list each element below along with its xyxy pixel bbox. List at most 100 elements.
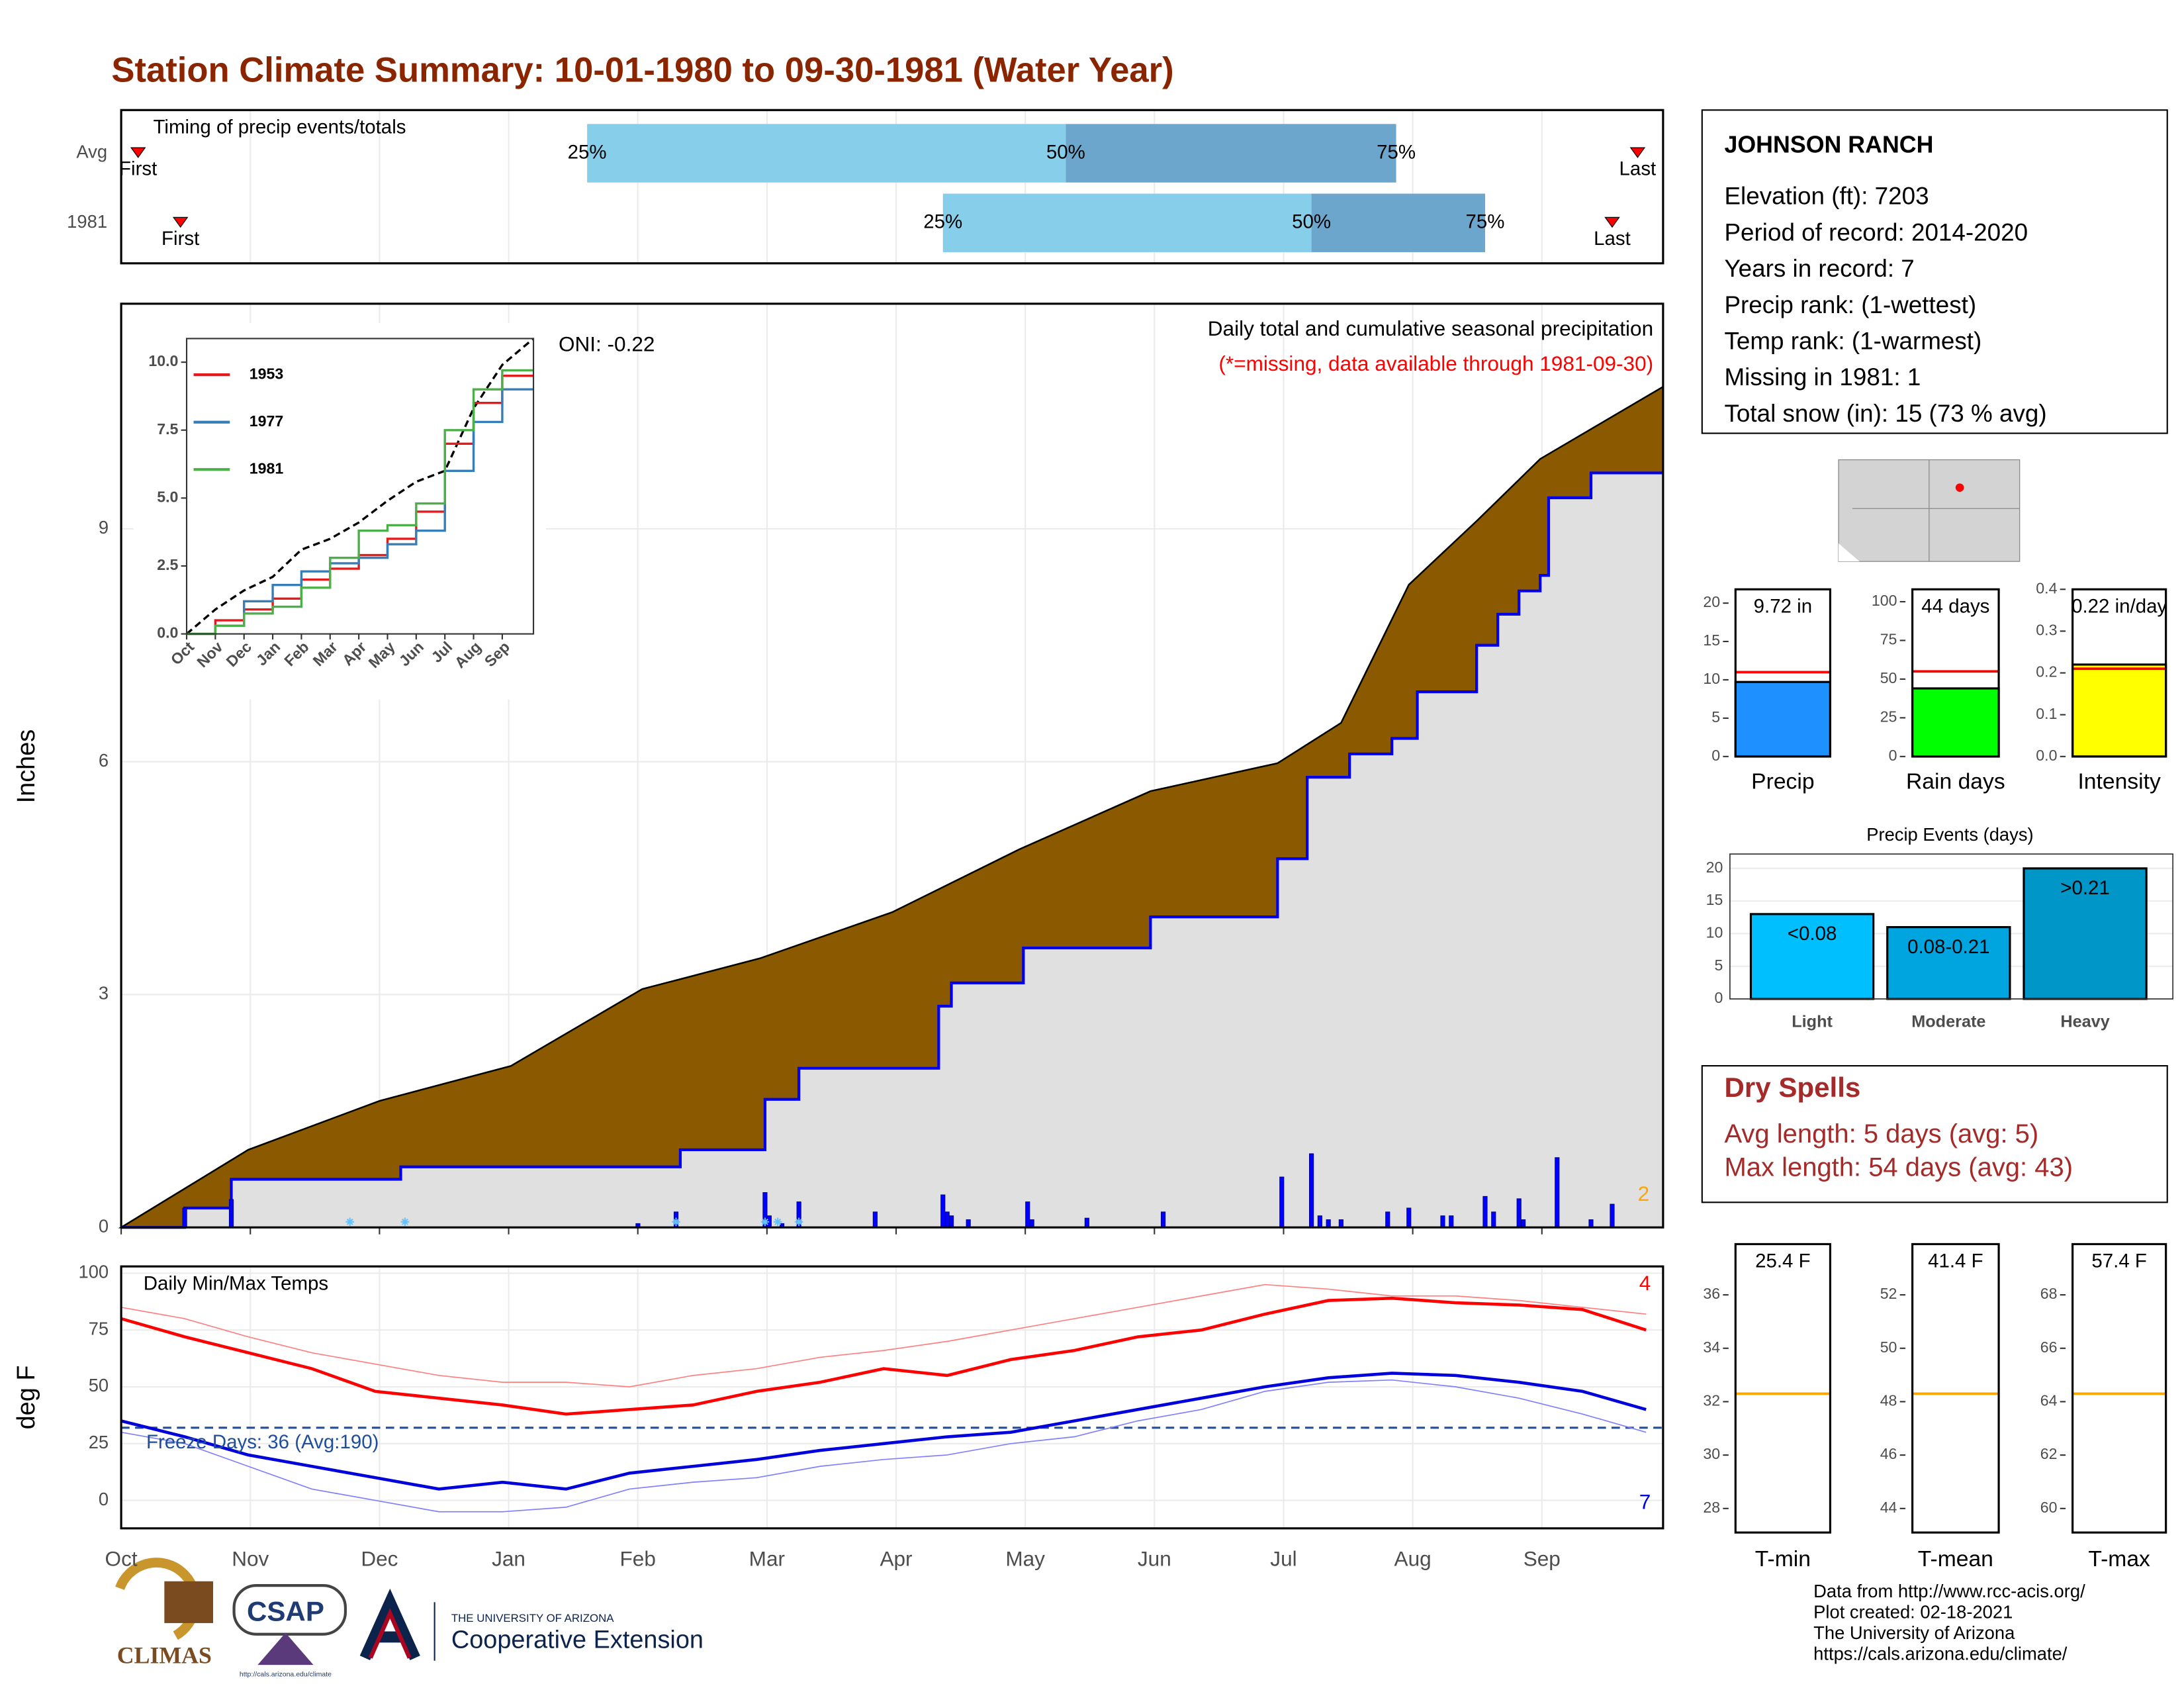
y-tick-label: 75 bbox=[89, 1318, 109, 1338]
daily-bar bbox=[1588, 1219, 1594, 1228]
timing-marker bbox=[1629, 147, 1646, 158]
daily-bar bbox=[1406, 1207, 1412, 1228]
x-tick-label: Aug bbox=[1394, 1547, 1432, 1571]
panel-title: Timing of precip events/totals bbox=[154, 116, 406, 138]
gauge-bg bbox=[1735, 1244, 1831, 1533]
season-line bbox=[121, 471, 1663, 1229]
y-tick-label: 50 bbox=[1880, 1338, 1897, 1356]
y-tick-label: 52 bbox=[1880, 1285, 1897, 1302]
footer-line: Data from http://www.rcc-acis.org/ bbox=[1813, 1581, 2085, 1601]
gauge-bg bbox=[1912, 1244, 1999, 1533]
y-tick-label: 0.2 bbox=[2036, 663, 2057, 680]
footer-line: https://cals.arizona.edu/climate/ bbox=[1813, 1644, 2068, 1664]
x-tick-label: Jul bbox=[1270, 1547, 1297, 1571]
y-tick-label: 36 bbox=[1703, 1285, 1720, 1302]
y-tick-label: 15 bbox=[1703, 632, 1720, 649]
y-tick-label: 10 bbox=[1703, 670, 1720, 687]
y-tick-label: 0 bbox=[1711, 747, 1720, 764]
x-tick-label: Dec bbox=[361, 1547, 398, 1571]
daily-bar bbox=[1308, 1153, 1314, 1228]
daily-bar bbox=[1029, 1219, 1034, 1228]
temp-line bbox=[120, 1379, 1647, 1513]
inset-frame bbox=[185, 338, 535, 635]
station-info: Precip rank: (1-wettest) bbox=[1724, 291, 1976, 318]
gauge-label: T-max bbox=[2088, 1547, 2150, 1571]
daily-bar bbox=[1555, 1157, 1560, 1228]
value-label: 0.08-0.21 bbox=[1907, 936, 1989, 958]
x-tick-label: Sep bbox=[1524, 1547, 1561, 1571]
daily-bar bbox=[1160, 1211, 1166, 1228]
x-tick-label: Light bbox=[1792, 1012, 1833, 1031]
quartile-bar bbox=[942, 193, 1312, 252]
gauge-bar bbox=[2071, 663, 2167, 758]
inset-bg bbox=[134, 323, 546, 700]
timing-label: Last bbox=[1619, 158, 1657, 180]
y-tick-label: 0 bbox=[99, 1489, 109, 1509]
y-tick-label: 100 bbox=[79, 1262, 109, 1282]
y-tick-label: 75 bbox=[1880, 631, 1897, 648]
station-info: Total snow (in): 15 (73 % avg) bbox=[1724, 400, 2046, 427]
timing-label: Last bbox=[1594, 228, 1631, 250]
y-tick-label: 30 bbox=[1703, 1445, 1720, 1462]
daily-bar bbox=[1317, 1215, 1322, 1228]
gauge-frame bbox=[2071, 1243, 2167, 1534]
missing-marker bbox=[672, 1217, 680, 1227]
annotation: (*=missing, data available through 1981-… bbox=[1218, 352, 1653, 375]
average-line bbox=[185, 338, 535, 635]
y-tick-label: 25 bbox=[89, 1432, 109, 1452]
logo-text: CLIMAS bbox=[117, 1642, 212, 1669]
y-tick-label: 10.0 bbox=[148, 352, 178, 369]
timing-marker bbox=[172, 216, 189, 228]
daily-bar bbox=[944, 1211, 950, 1228]
station-info: Temp rank: (1-warmest) bbox=[1724, 327, 1981, 354]
gauge-label: Intensity bbox=[2077, 770, 2161, 794]
annotation: Daily total and cumulative seasonal prec… bbox=[1208, 316, 1653, 340]
timing-label: First bbox=[119, 158, 157, 180]
missing-marker bbox=[760, 1217, 770, 1227]
daily-bar bbox=[1491, 1211, 1496, 1228]
gauge-frame bbox=[1911, 1243, 2000, 1534]
y-tick-label: 3 bbox=[99, 983, 109, 1004]
footer-line: The University of Arizona bbox=[1813, 1622, 2015, 1643]
y-tick-label: 0 bbox=[1889, 747, 1897, 764]
legend-label: 1977 bbox=[250, 412, 283, 430]
gauge-frame bbox=[1734, 1243, 1832, 1534]
missing-marker bbox=[773, 1217, 782, 1227]
daily-bar bbox=[1449, 1215, 1454, 1228]
dry-info: Avg length: 5 days (avg: 5) bbox=[1724, 1119, 2038, 1149]
y-tick-label: 46 bbox=[1880, 1445, 1897, 1462]
footer-line: Plot created: 02-18-2021 bbox=[1813, 1601, 2013, 1622]
legend-label: 1981 bbox=[250, 459, 284, 477]
season-area bbox=[121, 473, 1663, 1228]
dry-title: Dry Spells bbox=[1724, 1072, 1860, 1103]
logo-text: http://cals.arizona.edu/climate bbox=[240, 1671, 332, 1679]
station-info: Years in record: 7 bbox=[1724, 255, 1914, 282]
daily-bar bbox=[1279, 1176, 1285, 1228]
y-axis-label: deg F bbox=[13, 1366, 40, 1430]
logo-text: THE UNIVERSITY OF ARIZONA bbox=[451, 1612, 614, 1624]
daily-bar bbox=[1516, 1198, 1522, 1228]
panel-frame bbox=[120, 1265, 1664, 1530]
y-tick-label: 2.5 bbox=[157, 556, 178, 573]
row-label: Avg bbox=[76, 142, 107, 162]
y-tick-label: 28 bbox=[1703, 1499, 1720, 1516]
gauge-frame bbox=[1911, 588, 2000, 758]
title: Station Climate Summary: 10-01-1980 to 0… bbox=[111, 50, 1173, 89]
value-label: 9.72 in bbox=[1754, 595, 1812, 617]
y-tick-label: 7.5 bbox=[157, 420, 178, 438]
x-tick-label: Apr bbox=[880, 1547, 912, 1571]
y-axis-label: Inches bbox=[13, 729, 40, 804]
y-tick-label: 100 bbox=[1872, 592, 1897, 609]
quartile-bar bbox=[1311, 193, 1485, 252]
panel-frame bbox=[1729, 853, 2174, 1000]
y-tick-label: 34 bbox=[1703, 1338, 1720, 1356]
y-tick-label: 20 bbox=[1703, 593, 1720, 610]
missing-marker bbox=[794, 1217, 803, 1227]
y-tick-label: 32 bbox=[1703, 1392, 1720, 1409]
x-tick-label: Mar bbox=[749, 1547, 785, 1571]
timing-label: First bbox=[161, 228, 199, 250]
y-tick-label: 5 bbox=[1711, 708, 1720, 726]
x-tick-label: Jun bbox=[1138, 1547, 1171, 1571]
x-tick-label: May bbox=[1005, 1547, 1045, 1571]
value-label: >0.21 bbox=[2060, 877, 2110, 899]
